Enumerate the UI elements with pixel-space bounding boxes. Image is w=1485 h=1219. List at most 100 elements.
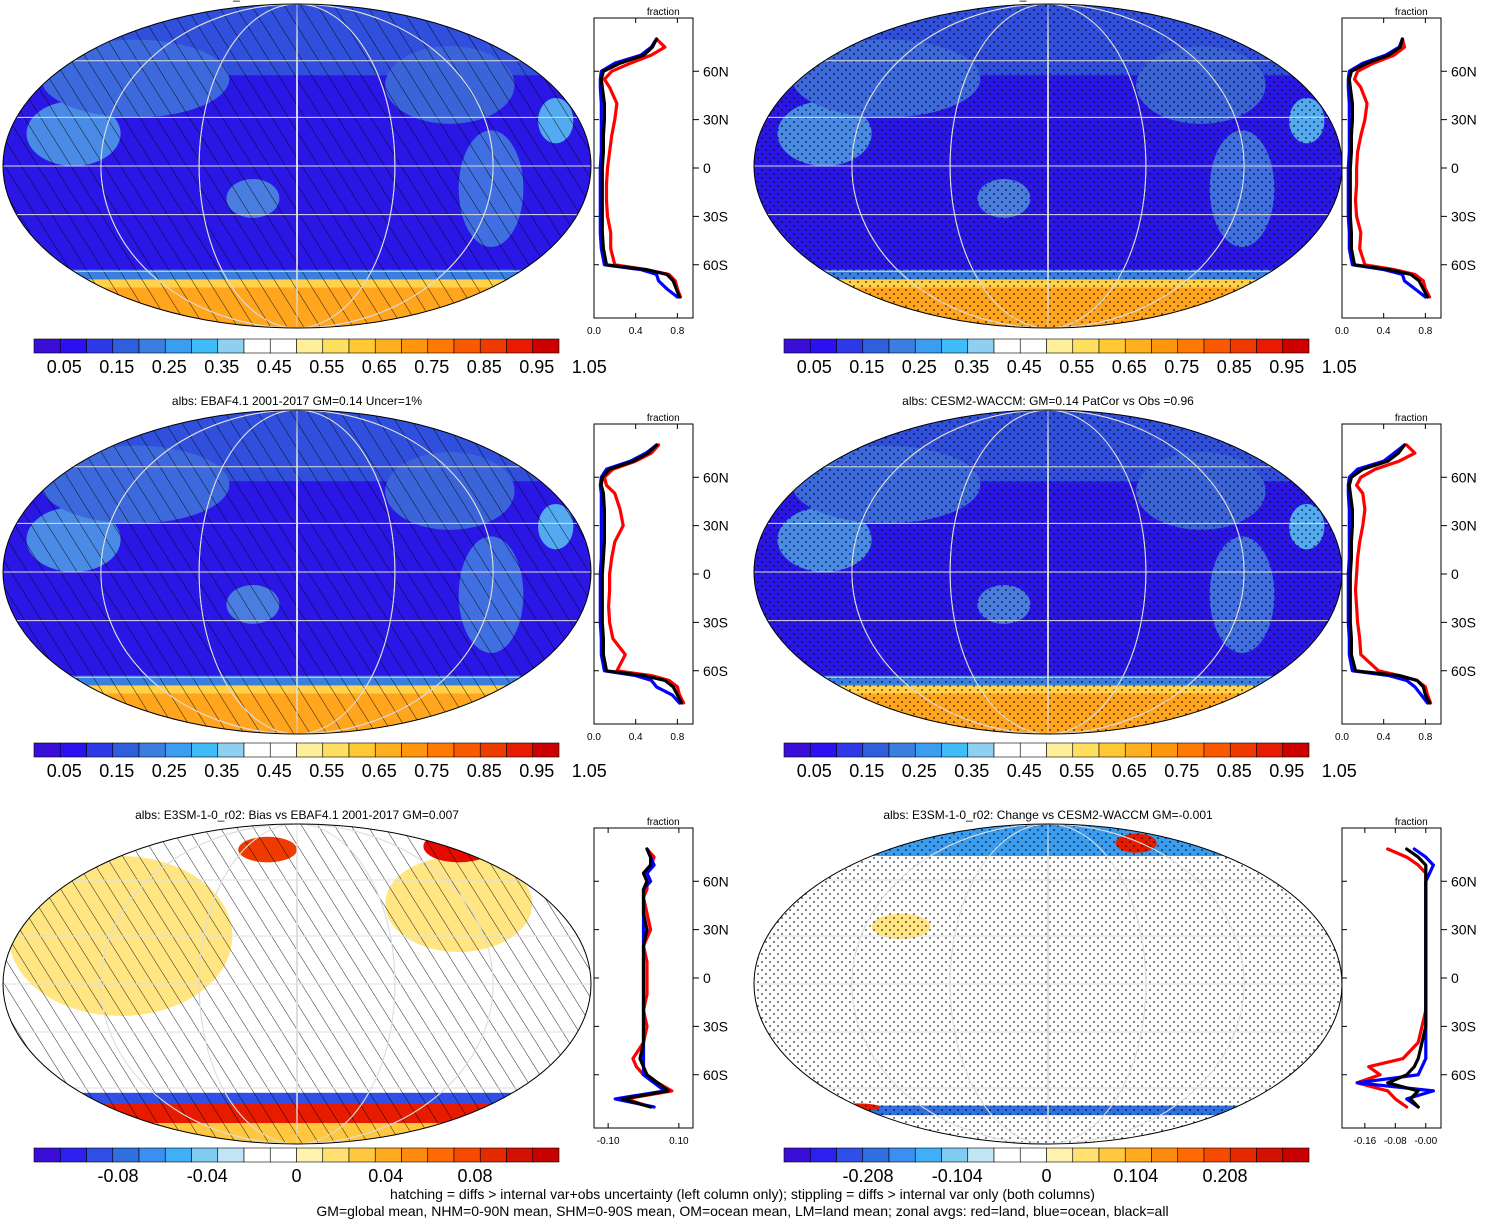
colorbar-swatch xyxy=(191,742,219,758)
colorbar-swatch xyxy=(138,742,166,758)
colorbar-swatch xyxy=(322,338,350,354)
colorbar-swatch xyxy=(1229,338,1257,354)
colorbar-swatch xyxy=(809,1147,837,1163)
colorbar-swatch xyxy=(401,742,429,758)
colorbar-tick-label: 0.04 xyxy=(368,1166,403,1186)
colorbar-swatch xyxy=(427,1147,455,1163)
colorbar-tick-label: 0.25 xyxy=(152,357,187,377)
colorbar-swatch xyxy=(1229,742,1257,758)
zonal-y-tick-label: 30N xyxy=(1451,922,1477,938)
colorbar-swatch xyxy=(993,742,1021,758)
colorbar-swatch xyxy=(1256,338,1284,354)
zonal-x-tick-label: 0.0 xyxy=(587,732,601,743)
map-area xyxy=(754,410,1342,734)
colorbar-tick-label: 0.75 xyxy=(414,761,449,781)
colorbar-swatch xyxy=(479,338,507,354)
zonal-y-tick-label: 60N xyxy=(1451,873,1477,889)
map-border xyxy=(2,3,592,329)
colorbar-swatch xyxy=(348,1147,376,1163)
colorbar-swatch xyxy=(112,1147,140,1163)
colorbar-swatch xyxy=(862,338,890,354)
zonal-y-tick-label: 30N xyxy=(1451,112,1477,128)
colorbar-swatch xyxy=(138,1147,166,1163)
colorbar-tick-label: -0.08 xyxy=(97,1166,138,1186)
zonal-x-tick-label: -0.08 xyxy=(1384,1136,1407,1147)
colorbar-swatch xyxy=(993,338,1021,354)
colorbar-swatch xyxy=(1072,338,1100,354)
colorbar-swatch xyxy=(1203,338,1231,354)
colorbar-swatch xyxy=(33,338,61,354)
colorbar-tick-label: -0.104 xyxy=(932,1166,983,1186)
colorbar-swatch xyxy=(914,1147,942,1163)
colorbar-tick-label: 0.45 xyxy=(1007,357,1042,377)
zonal-title: fraction xyxy=(1395,817,1428,828)
colorbar-swatch xyxy=(1124,742,1152,758)
colorbar-tick-label: 0.15 xyxy=(849,761,884,781)
colorbar-tick-label: 0.35 xyxy=(954,357,989,377)
zonal-y-tick-label: 0 xyxy=(703,566,711,582)
colorbar-swatch xyxy=(1072,1147,1100,1163)
zonal-y-tick-label: 60N xyxy=(703,469,729,485)
zonal-title: fraction xyxy=(1395,413,1428,424)
colorbar-swatch xyxy=(1019,742,1047,758)
zonal-x-tick-label: 0.4 xyxy=(629,326,643,337)
colorbar-swatch xyxy=(427,338,455,354)
colorbar-swatch xyxy=(836,742,864,758)
colorbar-tick-label: 0.85 xyxy=(1217,357,1252,377)
colorbar-swatch xyxy=(1124,338,1152,354)
colorbar-swatch xyxy=(941,338,969,354)
map-border xyxy=(2,409,592,735)
colorbar-swatch xyxy=(33,1147,61,1163)
zonal-title: fraction xyxy=(647,817,680,828)
map-area xyxy=(3,410,591,734)
chart-panel-5: albs: E3SM-1-0_r02: Bias vs EBAF4.1 2001… xyxy=(2,808,729,1186)
colorbar-swatch xyxy=(86,338,114,354)
chart-title: albs: E3SM-1-0_r02: Years 1980-1999 : JJ… xyxy=(150,0,444,2)
colorbar-swatch xyxy=(269,1147,297,1163)
zonal-y-tick-label: 0 xyxy=(703,970,711,986)
zonal-line-ocean xyxy=(1346,443,1430,705)
colorbar-tick-label: -0.208 xyxy=(842,1166,893,1186)
colorbar-swatch xyxy=(112,742,140,758)
colorbar-swatch xyxy=(993,1147,1021,1163)
colorbar-swatch xyxy=(374,338,402,354)
zonal-line-all xyxy=(599,443,684,705)
colorbar-swatch xyxy=(191,338,219,354)
colorbar-tick-label: 0.75 xyxy=(1164,357,1199,377)
footer-note-legend: GM=global mean, NHM=0-90N mean, SHM=0-90… xyxy=(316,1203,1169,1219)
colorbar-swatch xyxy=(217,742,245,758)
colorbar-swatch xyxy=(506,1147,534,1163)
greenland xyxy=(1236,7,1284,40)
colorbar: 0.05 0.15 0.25 0.35 0.45 0.55 0.65 0.75 0.85 0.95… xyxy=(33,742,607,781)
zonal-mean-panel: fraction 60N 30N 0 30S 60S 0.0 0.4 0.8 xyxy=(587,413,729,743)
colorbar-tick-label: 1.05 xyxy=(1322,761,1357,781)
zonal-x-tick-label: 0.0 xyxy=(1335,326,1349,337)
colorbar-swatch xyxy=(1098,742,1126,758)
colorbar-swatch xyxy=(217,338,245,354)
map-area xyxy=(754,824,1342,1144)
colorbar-swatch xyxy=(1151,742,1179,758)
colorbar-tick-label: 0 xyxy=(291,1166,301,1186)
colorbar-tick-label: 0.45 xyxy=(257,357,292,377)
colorbar-swatch xyxy=(783,742,811,758)
colorbar-swatch xyxy=(401,1147,429,1163)
colorbar-swatch xyxy=(1124,1147,1152,1163)
colorbar-swatch xyxy=(59,338,87,354)
colorbar-swatch xyxy=(914,338,942,354)
colorbar-tick-label: 0.208 xyxy=(1202,1166,1247,1186)
colorbar-swatch xyxy=(1046,338,1074,354)
zonal-mean-panel: fraction 60N 30N 0 30S 60S -0.10 0.10 xyxy=(593,817,729,1147)
colorbar-swatch xyxy=(1203,742,1231,758)
colorbar-swatch xyxy=(164,1147,192,1163)
zonal-mean-panel: fraction 60N 30N 0 30S 60S 0.0 0.4 0.8 xyxy=(587,7,729,337)
zonal-x-tick-label: 0.8 xyxy=(670,732,684,743)
colorbar-swatch xyxy=(374,742,402,758)
colorbar-swatch xyxy=(1256,742,1284,758)
map-area xyxy=(754,4,1342,328)
colorbar-swatch xyxy=(191,1147,219,1163)
colorbar-swatch xyxy=(322,1147,350,1163)
map-border xyxy=(2,823,592,1145)
colorbar-swatch xyxy=(1282,338,1310,354)
colorbar-tick-label: 0.15 xyxy=(99,761,134,781)
colorbar-swatch xyxy=(164,338,192,354)
